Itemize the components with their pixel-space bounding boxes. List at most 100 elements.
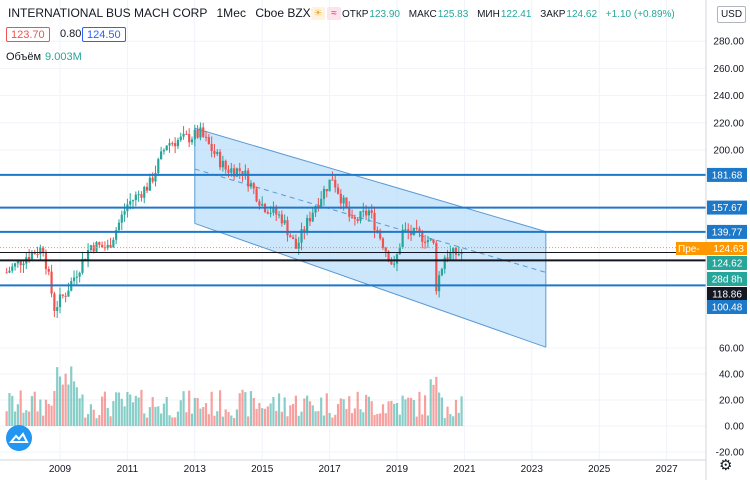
candle-body bbox=[356, 219, 359, 221]
volume-bar bbox=[112, 401, 115, 426]
candle-body bbox=[182, 133, 185, 137]
candle-body bbox=[230, 168, 233, 173]
candle-body bbox=[435, 242, 438, 292]
volume-bar bbox=[218, 390, 222, 426]
candle-body bbox=[390, 261, 393, 265]
countdown-label-bg bbox=[707, 272, 747, 286]
candle-body bbox=[418, 228, 421, 232]
volume-bar bbox=[373, 414, 376, 426]
candle-body bbox=[75, 276, 78, 278]
volume-bar bbox=[440, 397, 444, 426]
candle-body bbox=[415, 227, 418, 229]
volume-bar bbox=[171, 417, 174, 426]
candle-body bbox=[101, 244, 104, 248]
volume-bar bbox=[106, 407, 109, 426]
candle-body bbox=[137, 194, 140, 196]
volume-bar bbox=[213, 415, 216, 426]
candle-body bbox=[376, 230, 379, 232]
interval-label[interactable]: 1Мес bbox=[216, 6, 246, 20]
time-tick-label: 2009 bbox=[49, 464, 72, 475]
volume-bar bbox=[58, 376, 62, 426]
candle-body bbox=[266, 212, 269, 214]
candle-body bbox=[72, 277, 76, 282]
candle-body bbox=[407, 229, 410, 232]
candle-body bbox=[252, 183, 255, 189]
volume-bar bbox=[216, 411, 219, 426]
volume-bar bbox=[22, 412, 25, 426]
volume-bar bbox=[33, 391, 36, 426]
volume-bar bbox=[13, 411, 17, 426]
volume-label: Объём bbox=[6, 51, 42, 63]
sun-icon: ☀ bbox=[311, 7, 325, 20]
volume-bar bbox=[306, 395, 309, 426]
candle-body bbox=[345, 197, 348, 208]
symbol-name[interactable]: INTERNATIONAL BUS MACH CORP bbox=[8, 6, 208, 20]
candle-body bbox=[86, 249, 90, 261]
gear-icon[interactable]: ⚙ bbox=[719, 457, 733, 474]
candle-body bbox=[129, 201, 132, 205]
volume-bar bbox=[19, 390, 22, 426]
volume-bar bbox=[286, 416, 289, 426]
candle-body bbox=[384, 247, 387, 252]
price-tick-label: 240.00 bbox=[713, 91, 744, 102]
volume-bar bbox=[235, 409, 239, 426]
close-label: ЗАКР bbox=[540, 9, 566, 20]
candle-body bbox=[440, 268, 444, 276]
volume-bar bbox=[409, 398, 413, 426]
volume-bar bbox=[263, 408, 267, 426]
channel-fill bbox=[194, 128, 546, 348]
candle-body bbox=[452, 247, 455, 253]
candle-body bbox=[134, 194, 137, 201]
volume-bar bbox=[185, 412, 188, 426]
high-label: МАКС bbox=[408, 9, 437, 20]
candle-body bbox=[221, 160, 224, 168]
candle-body bbox=[148, 177, 151, 191]
time-tick-label: 2017 bbox=[318, 464, 341, 475]
candle-body bbox=[438, 275, 441, 292]
candle-body bbox=[103, 247, 107, 249]
regression-channel[interactable] bbox=[194, 127, 547, 348]
channel-upper-line bbox=[194, 127, 546, 233]
candle-body bbox=[303, 229, 306, 232]
candle-body bbox=[306, 218, 309, 232]
volume-bar bbox=[449, 414, 452, 426]
volume-bar bbox=[446, 406, 449, 426]
volume-bar bbox=[207, 414, 210, 426]
volume-bar bbox=[277, 393, 281, 426]
volume-bar bbox=[294, 395, 297, 426]
candle-body bbox=[199, 127, 202, 138]
sell-button[interactable]: 123.70 bbox=[6, 27, 50, 42]
volume-bar bbox=[44, 399, 48, 426]
ohlc-legend: ОТКР123.90 МАКС125.83 МИН122.41 ЗАКР124.… bbox=[342, 9, 681, 20]
volume-bar bbox=[11, 395, 14, 426]
candle-body bbox=[429, 239, 432, 241]
black-level-label: 118.86 bbox=[712, 290, 742, 301]
currency-button[interactable]: USD bbox=[717, 6, 746, 23]
price-tick-label: 280.00 bbox=[713, 37, 744, 48]
header-badges: ☀ ≈ bbox=[311, 7, 343, 20]
volume-bar bbox=[350, 413, 354, 426]
candle-body bbox=[13, 263, 17, 267]
volume-bar bbox=[454, 399, 458, 426]
level-price-label-bg bbox=[707, 224, 747, 239]
symbol-header[interactable]: INTERNATIONAL BUS MACH CORP 1Мес Cboe BZ… bbox=[8, 6, 311, 20]
volume-bar bbox=[210, 391, 213, 426]
buy-button[interactable]: 124.50 bbox=[82, 27, 126, 42]
tradingview-logo-icon[interactable] bbox=[6, 425, 32, 451]
volume-bar bbox=[457, 412, 460, 426]
volume-bar bbox=[188, 390, 191, 426]
candle-body bbox=[131, 200, 135, 202]
candle-body bbox=[393, 263, 396, 265]
candle-body bbox=[241, 171, 244, 175]
candle-body bbox=[188, 134, 191, 143]
volume-bar bbox=[342, 399, 345, 426]
candle-body bbox=[19, 260, 22, 266]
candle-body bbox=[204, 136, 208, 138]
horizontal-levels[interactable] bbox=[0, 173, 706, 287]
candle-body bbox=[120, 214, 123, 223]
candle-body bbox=[8, 270, 11, 273]
candle-body bbox=[460, 252, 463, 255]
volume-bar bbox=[261, 408, 264, 426]
